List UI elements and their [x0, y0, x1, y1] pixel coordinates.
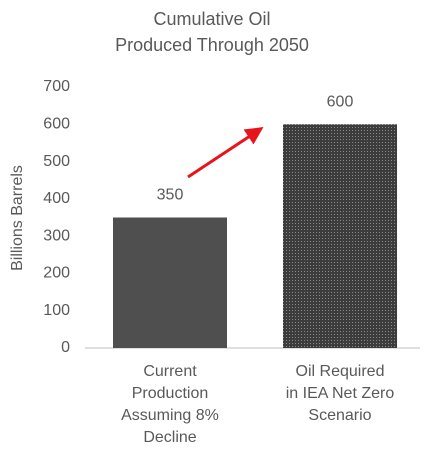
- x-tick-label: Oil Required: [296, 363, 385, 380]
- chart-title: Cumulative Oil: [153, 9, 270, 29]
- y-tick-label: 0: [61, 339, 70, 356]
- x-tick-label: in IEA Net Zero: [286, 385, 395, 402]
- y-tick-label: 100: [43, 302, 70, 319]
- y-tick-label: 300: [43, 227, 70, 244]
- chart-title: Produced Through 2050: [115, 35, 309, 55]
- x-tick-label: Production: [132, 385, 209, 402]
- arrow: [187, 127, 264, 179]
- x-tick-label: Assuming 8%: [121, 407, 219, 424]
- x-tick-label: Current: [143, 363, 197, 380]
- y-axis-label: Billions Barrels: [9, 165, 26, 271]
- x-tick-label: Decline: [143, 429, 196, 446]
- data-label: 350: [157, 187, 184, 204]
- data-label: 600: [327, 94, 354, 111]
- y-tick-label: 600: [43, 116, 70, 133]
- y-tick-label: 500: [43, 153, 70, 170]
- bar: [113, 217, 227, 348]
- x-tick-label: Scenario: [308, 407, 371, 424]
- y-tick-label: 400: [43, 190, 70, 207]
- y-tick-label: 200: [43, 265, 70, 282]
- y-tick-label: 700: [43, 78, 70, 95]
- bar: [283, 124, 397, 349]
